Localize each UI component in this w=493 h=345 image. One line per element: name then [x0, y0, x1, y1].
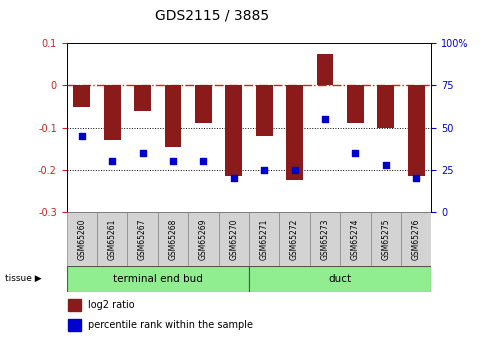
Text: GSM65270: GSM65270	[229, 218, 238, 260]
FancyBboxPatch shape	[310, 212, 340, 266]
Point	[230, 176, 238, 181]
Point	[291, 167, 299, 172]
FancyBboxPatch shape	[97, 212, 127, 266]
Bar	[195, 85, 211, 124]
FancyBboxPatch shape	[249, 212, 280, 266]
Bar	[256, 85, 273, 136]
FancyBboxPatch shape	[67, 266, 249, 292]
FancyBboxPatch shape	[188, 212, 218, 266]
Text: GSM65275: GSM65275	[381, 218, 390, 260]
Bar	[73, 85, 90, 107]
Text: GSM65267: GSM65267	[138, 218, 147, 260]
Text: GSM65268: GSM65268	[169, 218, 177, 259]
Text: GSM65272: GSM65272	[290, 218, 299, 259]
Point	[321, 116, 329, 122]
FancyBboxPatch shape	[340, 212, 371, 266]
Text: GSM65260: GSM65260	[77, 218, 86, 260]
Text: percentile rank within the sample: percentile rank within the sample	[88, 320, 253, 330]
Point	[139, 150, 146, 156]
FancyBboxPatch shape	[371, 212, 401, 266]
Text: GSM65276: GSM65276	[412, 218, 421, 260]
Text: duct: duct	[329, 274, 352, 284]
Bar	[134, 85, 151, 111]
Bar	[378, 85, 394, 128]
Bar	[408, 85, 424, 176]
FancyBboxPatch shape	[218, 212, 249, 266]
Bar	[347, 85, 364, 124]
Text: GSM65269: GSM65269	[199, 218, 208, 260]
Bar	[69, 299, 81, 311]
Point	[199, 159, 208, 164]
FancyBboxPatch shape	[158, 212, 188, 266]
Text: GSM65271: GSM65271	[260, 218, 269, 259]
Point	[108, 159, 116, 164]
Bar	[69, 319, 81, 331]
Point	[78, 133, 86, 139]
Text: GDS2115 / 3885: GDS2115 / 3885	[155, 8, 269, 22]
Text: GSM65261: GSM65261	[107, 218, 117, 259]
Point	[352, 150, 359, 156]
Bar	[286, 85, 303, 180]
Point	[382, 162, 389, 168]
Bar	[165, 85, 181, 147]
Bar	[104, 85, 120, 140]
Text: GSM65273: GSM65273	[320, 218, 329, 260]
Point	[169, 159, 177, 164]
Point	[412, 176, 420, 181]
Point	[260, 167, 268, 172]
Text: tissue ▶: tissue ▶	[5, 274, 41, 283]
FancyBboxPatch shape	[127, 212, 158, 266]
FancyBboxPatch shape	[280, 212, 310, 266]
Text: GSM65274: GSM65274	[351, 218, 360, 260]
FancyBboxPatch shape	[67, 212, 97, 266]
Bar	[225, 85, 242, 176]
FancyBboxPatch shape	[249, 266, 431, 292]
FancyBboxPatch shape	[401, 212, 431, 266]
Text: terminal end bud: terminal end bud	[113, 274, 203, 284]
Text: log2 ratio: log2 ratio	[88, 300, 135, 310]
Bar	[317, 54, 333, 85]
